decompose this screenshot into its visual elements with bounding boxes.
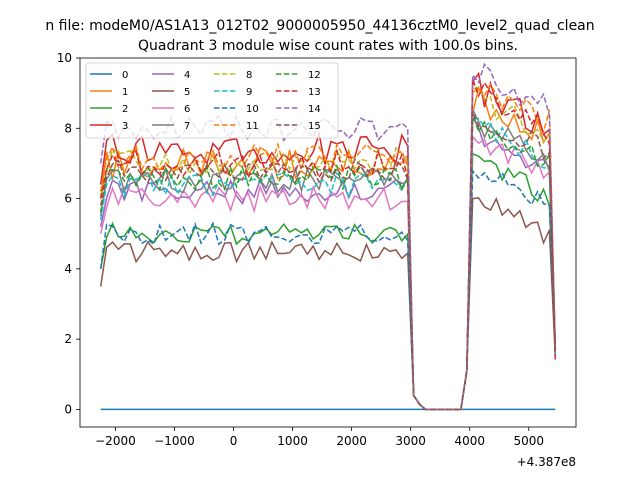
x-tick-label: 2000 xyxy=(336,434,367,448)
x-tick-label: −2000 xyxy=(95,434,136,448)
legend-label-2: 2 xyxy=(122,104,128,115)
y-tick-label: 4 xyxy=(64,262,72,276)
x-tick-label: 4000 xyxy=(454,434,485,448)
legend-label-14: 14 xyxy=(308,104,321,115)
y-tick-label: 10 xyxy=(57,51,72,65)
x-axis-ticks: −2000 −1000 0 1000 2000 3000 4000 5000 xyxy=(95,427,544,448)
legend-box xyxy=(85,62,339,139)
legend-label-10: 10 xyxy=(246,104,259,115)
legend-label-6: 6 xyxy=(184,104,190,115)
series-line-15 xyxy=(99,111,557,411)
legend-label-5: 5 xyxy=(184,87,190,98)
x-tick-label: 3000 xyxy=(395,434,426,448)
series-line-10 xyxy=(99,168,557,411)
x-tick-label: 5000 xyxy=(513,434,544,448)
y-tick-label: 2 xyxy=(64,332,72,346)
series-line-12 xyxy=(99,113,557,411)
legend-label-9: 9 xyxy=(246,87,252,98)
axes-border xyxy=(79,57,577,428)
series-line-6 xyxy=(99,134,557,411)
y-tick-label: 0 xyxy=(64,402,72,416)
series-line-8 xyxy=(99,85,557,411)
legend-label-8: 8 xyxy=(246,70,252,81)
series-line-5 xyxy=(99,197,557,411)
legend-label-0: 0 xyxy=(122,70,128,81)
legend-label-11: 11 xyxy=(246,121,259,132)
y-axis-ticks: 0 2 4 6 8 10 xyxy=(57,51,80,416)
legend-label-1: 1 xyxy=(122,87,128,98)
x-tick-label: 1000 xyxy=(277,434,308,448)
legend-label-7: 7 xyxy=(184,121,190,132)
series-line-11 xyxy=(99,82,557,411)
legend-label-4: 4 xyxy=(184,70,190,81)
y-tick-label: 8 xyxy=(64,121,72,135)
figure-suptitle: n file: modeM0/AS1A13_012T02_9000005950_… xyxy=(45,18,594,34)
x-tick-label: 0 xyxy=(230,434,238,448)
series-line-13 xyxy=(99,78,557,411)
legend-label-3: 3 xyxy=(122,121,128,132)
legend-label-12: 12 xyxy=(308,70,321,81)
legend-label-13: 13 xyxy=(308,87,321,98)
x-tick-label: −1000 xyxy=(154,434,195,448)
series-lines xyxy=(99,62,557,411)
series-line-9 xyxy=(99,115,557,411)
axes-frame xyxy=(79,57,577,428)
legend-label-15: 15 xyxy=(308,121,321,132)
y-tick-label: 6 xyxy=(64,192,72,206)
axes-title: Quadrant 3 module wise count rates with … xyxy=(138,38,518,54)
series-line-2 xyxy=(99,152,557,411)
x-axis-offset-label: +4.387e8 xyxy=(517,455,576,469)
